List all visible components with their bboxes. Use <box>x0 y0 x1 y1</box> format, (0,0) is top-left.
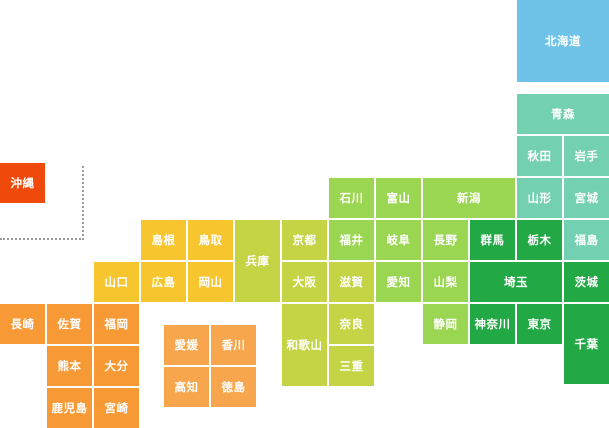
prefecture-kumamoto[interactable]: 熊本 <box>47 346 92 386</box>
prefecture-mie[interactable]: 三重 <box>329 346 374 386</box>
prefecture-kanagawa[interactable]: 神奈川 <box>470 304 515 344</box>
prefecture-tokushima[interactable]: 徳島 <box>211 367 256 407</box>
prefecture-akita[interactable]: 秋田 <box>517 136 562 176</box>
prefecture-ehime[interactable]: 愛媛 <box>164 325 209 365</box>
okinawa-separator-horizontal <box>0 238 84 240</box>
prefecture-fukuoka[interactable]: 福岡 <box>94 304 139 344</box>
prefecture-kochi[interactable]: 高知 <box>164 367 209 407</box>
prefecture-okinawa[interactable]: 沖縄 <box>0 163 45 203</box>
prefecture-ibaraki[interactable]: 茨城 <box>564 262 609 302</box>
prefecture-hyogo[interactable]: 兵庫 <box>235 220 280 302</box>
prefecture-iwate[interactable]: 岩手 <box>564 136 609 176</box>
okinawa-separator-vertical <box>82 166 84 240</box>
prefecture-shizuoka[interactable]: 静岡 <box>423 304 468 344</box>
prefecture-nara[interactable]: 奈良 <box>329 304 374 344</box>
prefecture-nagano[interactable]: 長野 <box>423 220 468 260</box>
prefecture-ishikawa[interactable]: 石川 <box>329 178 374 218</box>
prefecture-tokyo[interactable]: 東京 <box>517 304 562 344</box>
prefecture-hokkaido[interactable]: 北海道 <box>517 0 609 82</box>
prefecture-chiba[interactable]: 千葉 <box>564 304 609 384</box>
prefecture-nagasaki[interactable]: 長崎 <box>0 304 45 344</box>
prefecture-shiga[interactable]: 滋賀 <box>329 262 374 302</box>
prefecture-kyoto[interactable]: 京都 <box>282 220 327 260</box>
prefecture-miyazaki[interactable]: 宮崎 <box>94 388 139 428</box>
prefecture-toyama[interactable]: 富山 <box>376 178 421 218</box>
prefecture-wakayama[interactable]: 和歌山 <box>282 304 327 386</box>
prefecture-shimane[interactable]: 島根 <box>141 220 186 260</box>
prefecture-aichi[interactable]: 愛知 <box>376 262 421 302</box>
prefecture-fukushima[interactable]: 福島 <box>564 220 609 260</box>
prefecture-miyagi[interactable]: 宮城 <box>564 178 609 218</box>
prefecture-yamaguchi[interactable]: 山口 <box>94 262 139 302</box>
prefecture-saitama[interactable]: 埼玉 <box>470 262 562 302</box>
prefecture-osaka[interactable]: 大阪 <box>282 262 327 302</box>
prefecture-aomori[interactable]: 青森 <box>517 94 609 134</box>
prefecture-okayama[interactable]: 岡山 <box>188 262 233 302</box>
prefecture-tottori[interactable]: 鳥取 <box>188 220 233 260</box>
prefecture-niigata[interactable]: 新潟 <box>423 178 515 218</box>
prefecture-tochigi[interactable]: 栃木 <box>517 220 562 260</box>
prefecture-oita[interactable]: 大分 <box>94 346 139 386</box>
prefecture-gifu[interactable]: 岐阜 <box>376 220 421 260</box>
prefecture-gunma[interactable]: 群馬 <box>470 220 515 260</box>
prefecture-fukui[interactable]: 福井 <box>329 220 374 260</box>
prefecture-kagoshima[interactable]: 鹿児島 <box>47 388 92 428</box>
prefecture-yamanashi[interactable]: 山梨 <box>423 262 468 302</box>
prefecture-saga[interactable]: 佐賀 <box>47 304 92 344</box>
prefecture-kagawa[interactable]: 香川 <box>211 325 256 365</box>
prefecture-yamagata[interactable]: 山形 <box>517 178 562 218</box>
prefecture-hiroshima[interactable]: 広島 <box>141 262 186 302</box>
